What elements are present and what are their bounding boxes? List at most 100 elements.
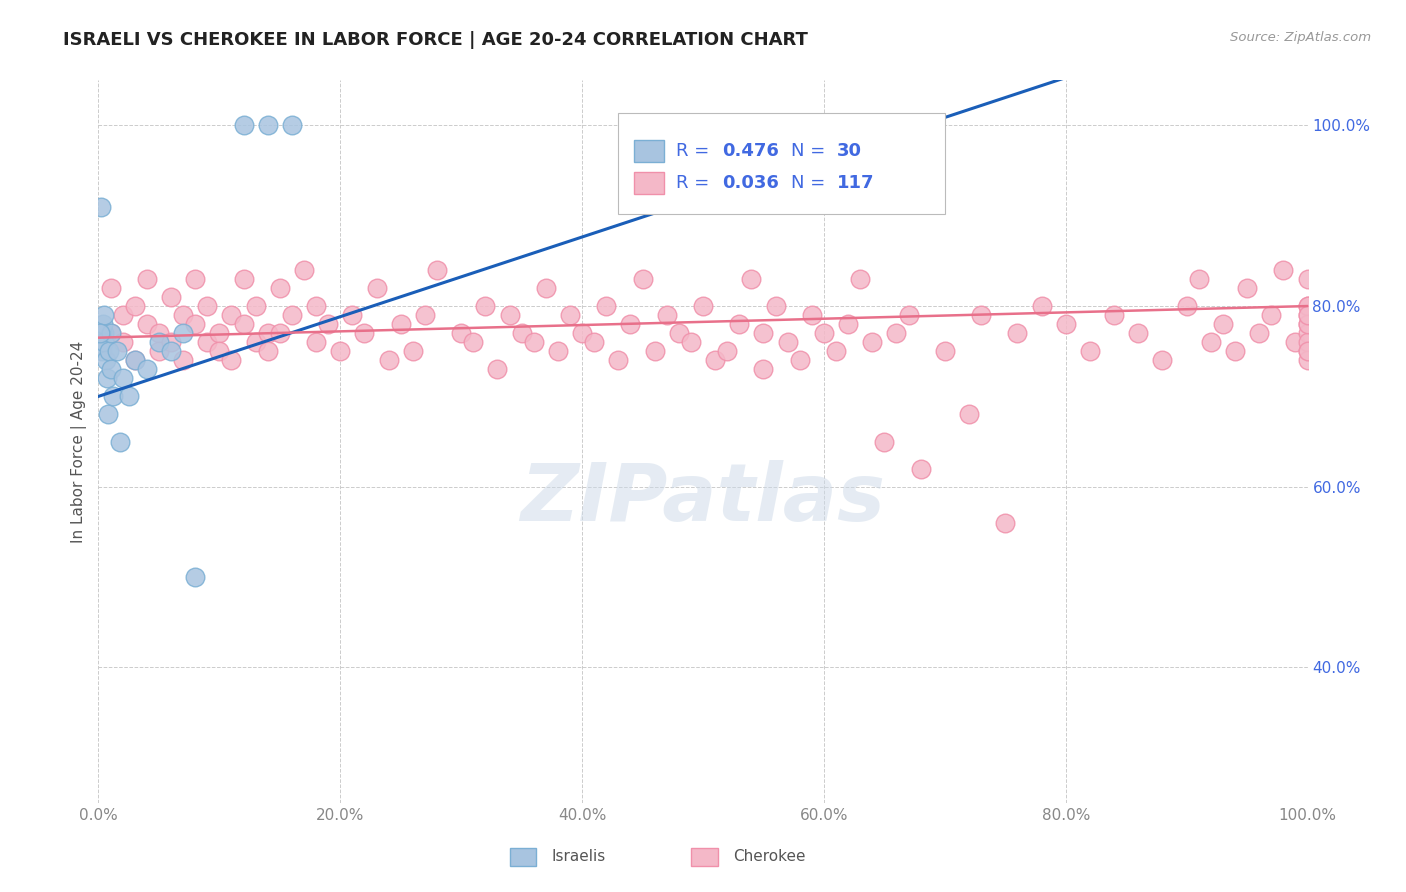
Point bbox=[172, 353, 194, 368]
Point bbox=[184, 317, 207, 331]
Point bbox=[523, 335, 546, 350]
Point bbox=[644, 344, 666, 359]
Point bbox=[208, 344, 231, 359]
Point bbox=[111, 371, 134, 385]
Point bbox=[1236, 281, 1258, 295]
Point bbox=[1296, 326, 1319, 341]
Point bbox=[752, 326, 775, 341]
Point bbox=[353, 326, 375, 341]
Text: Source: ZipAtlas.com: Source: ZipAtlas.com bbox=[1230, 31, 1371, 45]
Point bbox=[1296, 317, 1319, 331]
Point bbox=[1128, 326, 1150, 341]
Point bbox=[873, 434, 896, 449]
Text: R =: R = bbox=[676, 142, 716, 160]
Point bbox=[135, 272, 157, 286]
Point bbox=[160, 335, 183, 350]
Point bbox=[256, 344, 278, 359]
Point bbox=[860, 335, 883, 350]
Point bbox=[631, 272, 654, 286]
Point bbox=[108, 434, 131, 449]
Point bbox=[571, 326, 593, 341]
Point bbox=[776, 335, 799, 350]
Point bbox=[679, 335, 702, 350]
Point bbox=[1296, 299, 1319, 313]
Point bbox=[1152, 353, 1174, 368]
Point bbox=[1007, 326, 1029, 341]
Point bbox=[1296, 308, 1319, 322]
Point bbox=[402, 344, 425, 359]
Point bbox=[124, 353, 146, 368]
Point bbox=[1296, 344, 1319, 359]
Point bbox=[184, 272, 207, 286]
Point bbox=[1078, 344, 1101, 359]
Point bbox=[668, 326, 690, 341]
Point bbox=[148, 326, 170, 341]
FancyBboxPatch shape bbox=[619, 112, 945, 214]
Point bbox=[98, 344, 121, 359]
Point bbox=[195, 335, 218, 350]
FancyBboxPatch shape bbox=[634, 172, 664, 194]
Text: N =: N = bbox=[792, 174, 831, 192]
Point bbox=[426, 263, 449, 277]
Point bbox=[305, 299, 328, 313]
Text: Cherokee: Cherokee bbox=[734, 849, 806, 864]
Point bbox=[1031, 299, 1053, 313]
Point bbox=[160, 290, 183, 304]
Point bbox=[256, 326, 278, 341]
Point bbox=[486, 362, 509, 376]
Point bbox=[813, 326, 835, 341]
Point bbox=[118, 389, 141, 403]
Point bbox=[93, 335, 115, 350]
Point bbox=[148, 344, 170, 359]
Point bbox=[184, 570, 207, 584]
Point bbox=[292, 263, 315, 277]
Point bbox=[1223, 344, 1246, 359]
Point bbox=[413, 308, 436, 322]
Point bbox=[910, 119, 932, 133]
Point bbox=[837, 317, 859, 331]
Point bbox=[100, 281, 122, 295]
Point bbox=[1249, 326, 1271, 341]
Point bbox=[100, 326, 122, 341]
Point bbox=[970, 308, 993, 322]
Point bbox=[208, 326, 231, 341]
FancyBboxPatch shape bbox=[509, 847, 536, 866]
Text: N =: N = bbox=[792, 142, 831, 160]
Point bbox=[269, 281, 291, 295]
Point bbox=[716, 344, 738, 359]
Point bbox=[994, 516, 1017, 530]
Point bbox=[463, 335, 485, 350]
Point bbox=[111, 335, 134, 350]
Point bbox=[957, 408, 980, 422]
Point bbox=[655, 308, 678, 322]
Point bbox=[135, 362, 157, 376]
Point bbox=[135, 317, 157, 331]
Point bbox=[1188, 272, 1211, 286]
Point bbox=[93, 308, 115, 322]
Point bbox=[305, 335, 328, 350]
FancyBboxPatch shape bbox=[690, 847, 717, 866]
Point bbox=[245, 335, 267, 350]
Point bbox=[934, 344, 956, 359]
Point bbox=[558, 308, 581, 322]
Point bbox=[1296, 335, 1319, 350]
Point bbox=[111, 308, 134, 322]
Point bbox=[232, 272, 254, 286]
Point bbox=[740, 272, 762, 286]
Point bbox=[89, 326, 111, 341]
Text: R =: R = bbox=[676, 174, 716, 192]
Text: ISRAELI VS CHEROKEE IN LABOR FORCE | AGE 20-24 CORRELATION CHART: ISRAELI VS CHEROKEE IN LABOR FORCE | AGE… bbox=[63, 31, 808, 49]
Point bbox=[366, 281, 388, 295]
Point bbox=[172, 326, 194, 341]
Point bbox=[269, 326, 291, 341]
Point bbox=[450, 326, 472, 341]
Point bbox=[105, 344, 128, 359]
Point bbox=[96, 371, 118, 385]
Point bbox=[728, 317, 751, 331]
Point bbox=[90, 200, 112, 214]
Point bbox=[1296, 299, 1319, 313]
Point bbox=[1260, 308, 1282, 322]
Point bbox=[789, 353, 811, 368]
Point bbox=[886, 326, 908, 341]
Text: Israelis: Israelis bbox=[551, 849, 606, 864]
